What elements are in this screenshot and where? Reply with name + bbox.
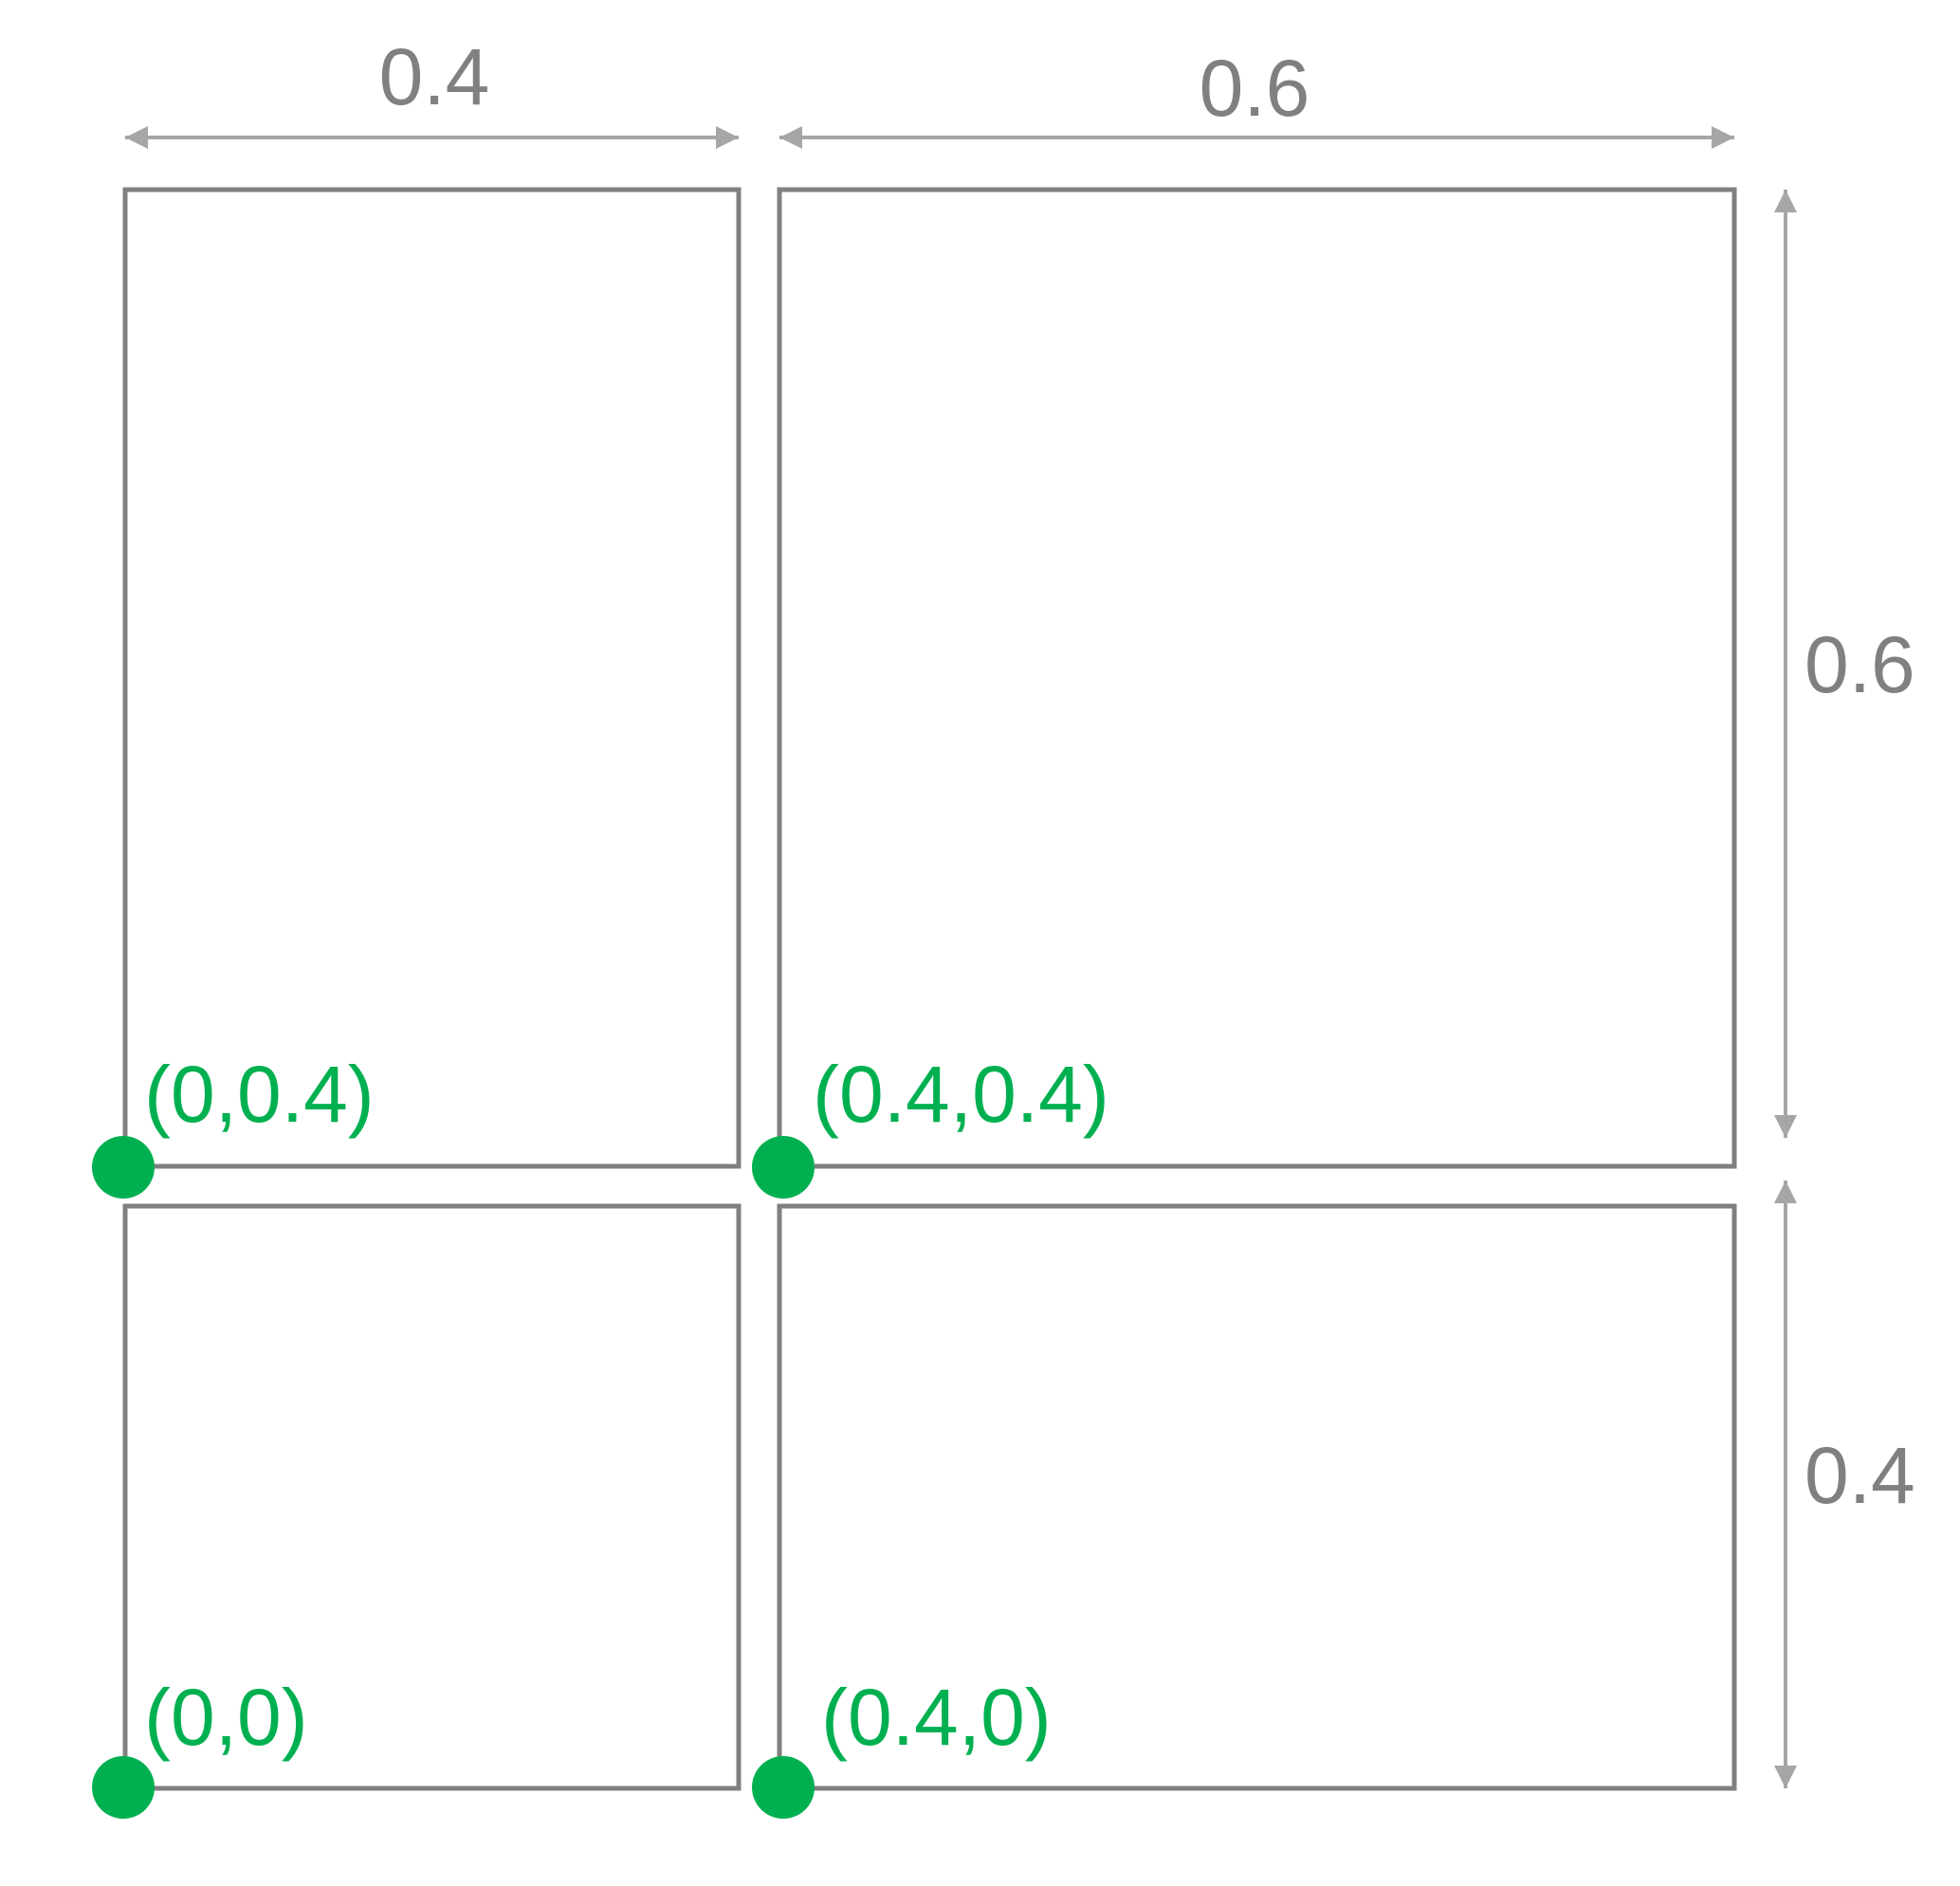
cell-bottom-left — [122, 1203, 742, 1791]
cell-bottom-right — [777, 1203, 1737, 1791]
point-right-upper — [752, 1136, 815, 1199]
top-right-width-label: 0.6 — [1200, 44, 1310, 133]
point-origin — [92, 1756, 155, 1819]
right-upper-height-label: 0.6 — [1804, 620, 1915, 709]
right-lower-height-label: 0.4 — [1804, 1431, 1915, 1520]
point-left-upper — [92, 1136, 155, 1199]
point-right-lower — [752, 1756, 815, 1819]
point-left-upper-label: (0,0.4) — [144, 1050, 375, 1139]
cell-top-left — [122, 187, 742, 1169]
point-origin-label: (0,0) — [144, 1673, 308, 1762]
top-left-width-label: 0.4 — [379, 32, 490, 121]
point-right-upper-label: (0.4,0.4) — [813, 1050, 1109, 1139]
point-right-lower-label: (0.4,0) — [821, 1673, 1052, 1762]
cell-top-right — [777, 187, 1737, 1169]
